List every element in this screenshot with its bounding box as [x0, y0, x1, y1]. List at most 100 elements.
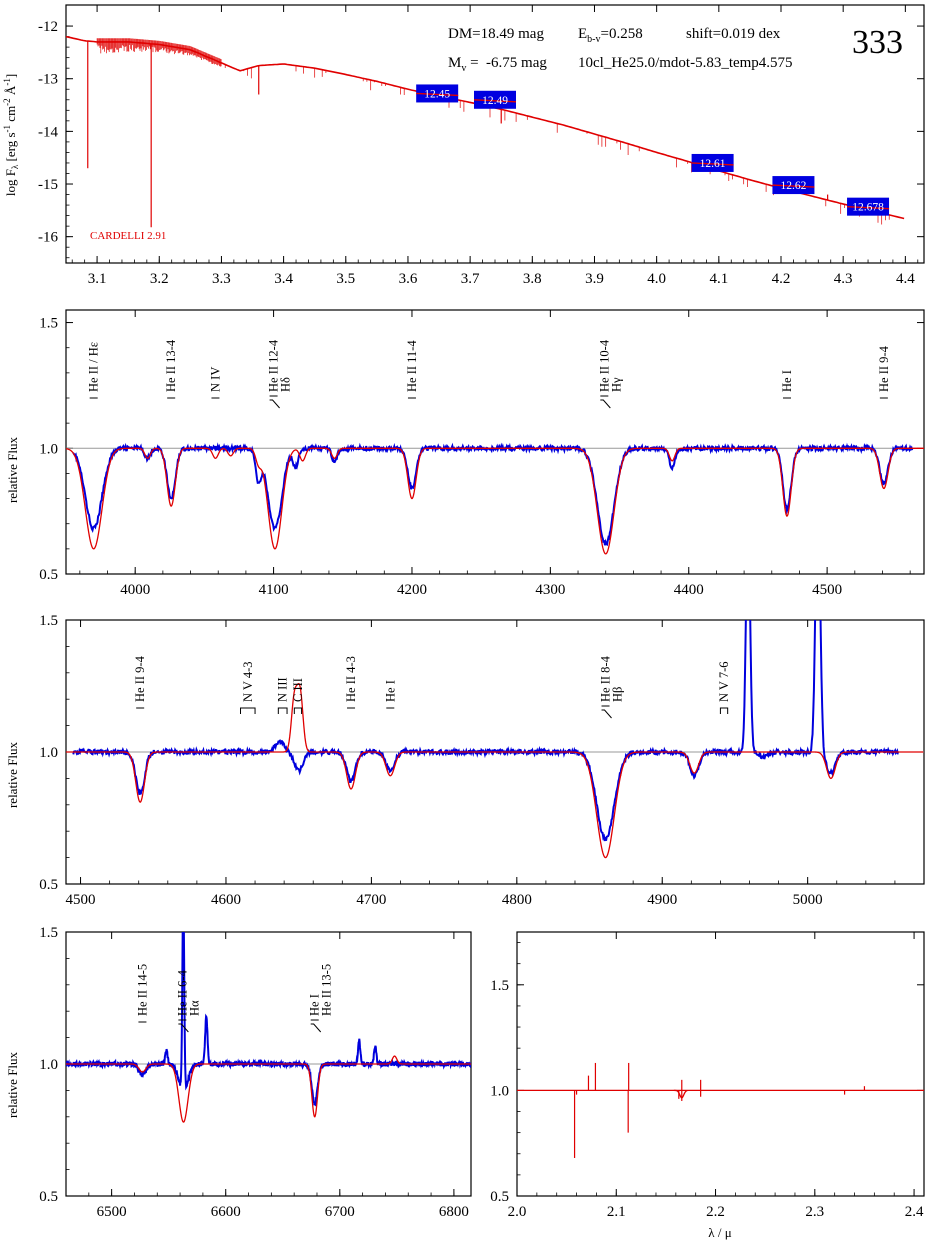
absolute-magnitude-symbol: M — [448, 55, 461, 71]
green-clipped-curves — [66, 620, 924, 859]
line-id-label-secondary: Hδ — [279, 377, 293, 392]
magnitude-model-segment — [847, 205, 890, 210]
absolute-magnitude: Mv = -6.75 mag — [448, 55, 547, 74]
absolute-magnitude-subscript: v — [461, 63, 466, 74]
sed-plot-frame — [65, 4, 925, 264]
nir-axes: 2.0 2.1 2.2 2.3 2.4 0.5 1.0 1.5 — [490, 932, 924, 1220]
nir-x-axis-title: λ / μ — [708, 1225, 731, 1240]
line-id-blend — [310, 1023, 322, 1033]
green-spectrum-curves — [66, 620, 924, 859]
nir-x-tick-label: 2.4 — [905, 1204, 924, 1220]
line-id-bracket — [719, 707, 729, 714]
magnitude-label: 12.62 — [780, 180, 806, 192]
magnitude-label: 12.61 — [700, 158, 726, 170]
line-id-label-secondary: He II 13-5 — [320, 964, 334, 1016]
sed-x-tick-label: 3.9 — [585, 271, 604, 287]
magnitude-box — [691, 153, 734, 172]
blue-plot-frame — [65, 309, 925, 575]
sed-ylabel-log: log F — [3, 169, 18, 196]
blue-line-identifications: He II / Hε He II 13-4 N IV He II 12-4Hδ He I… — [87, 339, 891, 409]
nir-brackett-gamma — [673, 1089, 688, 1099]
line-id-label: He I — [308, 994, 322, 1016]
sed-x-tick-label: 3.5 — [336, 271, 355, 287]
blue-x-tick-label: 4500 — [812, 582, 842, 598]
sed-ylabel-units: [erg s — [3, 132, 18, 164]
line-id-label: He I — [780, 370, 794, 392]
line-id-label: C III — [291, 678, 305, 702]
sed-magnitude-boxes: 12.45 12.49 12.61 12.62 12.678 — [416, 84, 890, 216]
green-line-identifications: He II 9-4 N V 4-3 N III C III He II 4-3 He I H… — [133, 655, 731, 719]
sed-y-tick-label: -12 — [38, 19, 58, 35]
line-id-label-secondary: Hγ — [609, 377, 623, 392]
sed-y-tick-label: -15 — [38, 177, 58, 193]
magnitude-model-segment — [473, 99, 517, 103]
green-x-tick-label: 4500 — [66, 892, 96, 908]
sed-x-tick-label: 4.2 — [772, 271, 791, 287]
sed-ylabel-exp3: -1 — [2, 78, 12, 86]
blue-x-tick-label: 4300 — [535, 582, 565, 598]
green-y-axis-title: relative Flux — [5, 741, 20, 808]
green-x-tick-label: 4900 — [647, 892, 677, 908]
halpha-x-tick-label: 6700 — [325, 1204, 355, 1220]
green-x-tick-label: 4700 — [356, 892, 386, 908]
halpha-observed-spectrum — [66, 932, 471, 1107]
line-id-blend — [178, 1023, 189, 1033]
blue-axes: 4000 4100 4200 4300 4400 4500 0.5 1.0 1.5 — [39, 310, 924, 598]
sed-x-tick-label: 3.7 — [461, 271, 480, 287]
sed-ylabel-cm: cm — [3, 106, 18, 125]
magnitude-label: 12.678 — [852, 202, 884, 214]
sed-axes: 3.1 3.2 3.3 3.4 3.5 3.6 3.7 3.8 3.9 4.0 4.1 4.2 4.3 4… — [38, 5, 924, 287]
sed-ylabel-close: ] — [3, 74, 18, 78]
model-name: 10cl_He25.0/mdot-5.83_temp4.575 — [578, 55, 793, 71]
green-observed-spectrum — [72, 620, 899, 842]
nir-x-tick-label: 2.3 — [805, 1204, 824, 1220]
line-id-bracket — [240, 707, 256, 714]
blue-x-tick-label: 4100 — [259, 582, 289, 598]
blue-y-tick-label: 1.5 — [39, 316, 58, 332]
line-id-label: He II 10-4 — [597, 339, 611, 392]
nir-x-tick-label: 2.2 — [706, 1204, 725, 1220]
blue-spectrum-panel: 4000 4100 4200 4300 4400 4500 0.5 1.0 1.5 He II … — [5, 309, 925, 598]
halpha-spectrum-curves — [66, 932, 471, 1123]
nir-model-curve — [517, 1062, 924, 1158]
halpha-x-tick-label: 6600 — [211, 1204, 241, 1220]
nir-x-tick-label: 2.0 — [508, 1204, 527, 1220]
sed-ylabel-lambda: λ — [10, 164, 20, 169]
magnitude-box — [847, 197, 890, 216]
sed-x-tick-label: 3.4 — [274, 271, 293, 287]
blue-observed-spectrum — [72, 442, 914, 547]
halpha-line-identifications: He II 14-5 He II 6-4Hα He IHe II 13-5 — [135, 964, 334, 1033]
nir-panel: 2.0 2.1 2.2 2.3 2.4 0.5 1.0 1.5 λ / μ — [490, 931, 925, 1240]
panel-number: 333 — [852, 24, 903, 61]
green-y-tick-label: 1.0 — [39, 745, 58, 761]
line-id-label: He II 14-5 — [135, 964, 149, 1016]
distance-modulus: DM=18.49 mag — [448, 26, 544, 42]
line-id-label: He II 6-4 — [175, 969, 189, 1016]
magnitude-model-segment — [416, 92, 459, 97]
line-id-blend — [600, 399, 611, 409]
magnitude-label: 12.49 — [482, 95, 508, 107]
line-id-label: He I — [383, 680, 397, 702]
blue-y-tick-label: 1.0 — [39, 441, 58, 457]
sed-ylabel-ang: Å — [3, 85, 18, 98]
sed-y-tick-label: -13 — [38, 72, 58, 88]
nir-y-tick-label: 1.5 — [490, 978, 509, 994]
sed-x-tick-label: 4.4 — [896, 271, 915, 287]
halpha-y-tick-label: 0.5 — [39, 1189, 58, 1205]
green-y-tick-label: 1.5 — [39, 613, 58, 629]
line-id-label: He II 8-4 — [599, 655, 613, 702]
flux-shift: shift=0.019 dex — [686, 26, 781, 42]
halpha-x-tick-label: 6800 — [439, 1204, 469, 1220]
green-model-spectrum — [66, 682, 924, 859]
sed-panel: 3.1 3.2 3.3 3.4 3.5 3.6 3.7 3.8 3.9 4.0 4.1 4.2 4.3 4… — [2, 4, 925, 287]
sed-y-axis-title: log Fλ [erg s-1 cm-2 Å-1] — [2, 74, 20, 196]
sed-ylabel-exp1: -1 — [2, 125, 12, 133]
magnitude-box — [474, 90, 516, 109]
line-id-label: He II 12-4 — [267, 339, 281, 392]
blue-x-tick-label: 4000 — [120, 582, 150, 598]
blue-y-axis-title: relative Flux — [5, 436, 20, 503]
green-spectrum-panel: 4500 4600 4700 4800 4900 5000 0.5 1.0 1.5 He II … — [5, 613, 925, 908]
green-y-tick-label: 0.5 — [39, 877, 58, 893]
